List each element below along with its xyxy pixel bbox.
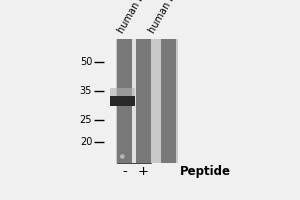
Text: -: - [122,165,127,178]
Bar [136,39,151,163]
Text: human brain: human brain [147,0,188,35]
Bar [110,96,135,106]
Text: human brain: human brain [116,0,156,35]
Text: +: + [138,165,149,178]
Bar [132,39,136,163]
Bar [110,88,135,100]
Bar [161,39,176,163]
Text: 35: 35 [80,86,92,96]
Text: 50: 50 [80,57,92,67]
Text: 20: 20 [80,137,92,147]
Bar [116,39,178,163]
Text: Peptide: Peptide [179,165,230,178]
Bar [117,39,132,163]
Text: 25: 25 [80,115,92,125]
Ellipse shape [120,154,125,159]
